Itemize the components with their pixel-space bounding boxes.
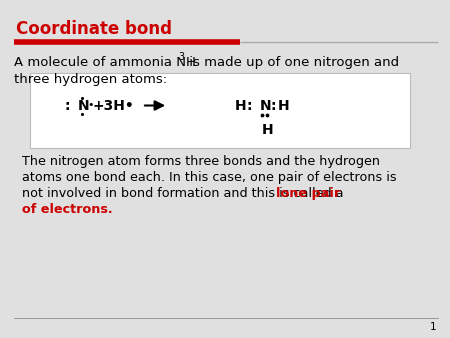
Text: 3: 3: [178, 52, 184, 62]
Text: +3H•: +3H•: [92, 98, 134, 113]
Text: N: N: [260, 98, 272, 113]
Text: 1: 1: [429, 322, 436, 332]
Text: atoms one bond each. In this case, one pair of electrons is: atoms one bond each. In this case, one p…: [22, 171, 396, 184]
Text: Coordinate bond: Coordinate bond: [16, 20, 172, 38]
Text: is made up of one nitrogen and: is made up of one nitrogen and: [185, 56, 399, 69]
Text: •: •: [87, 100, 94, 111]
Text: :: :: [247, 98, 252, 113]
Text: The nitrogen atom forms three bonds and the hydrogen: The nitrogen atom forms three bonds and …: [22, 155, 380, 168]
Text: A molecule of ammonia NH: A molecule of ammonia NH: [14, 56, 196, 69]
Text: H: H: [278, 98, 290, 113]
Text: not involved in bond formation and this is called a: not involved in bond formation and this …: [22, 187, 347, 200]
Text: N: N: [78, 98, 90, 113]
Text: three hydrogen atoms:: three hydrogen atoms:: [14, 73, 167, 86]
Text: H: H: [262, 123, 274, 138]
Text: H: H: [235, 98, 247, 113]
FancyBboxPatch shape: [30, 73, 410, 148]
Text: :: :: [64, 98, 69, 113]
Text: of electrons.: of electrons.: [22, 203, 112, 216]
Text: :: :: [270, 98, 275, 113]
Text: lone pair: lone pair: [276, 187, 340, 200]
